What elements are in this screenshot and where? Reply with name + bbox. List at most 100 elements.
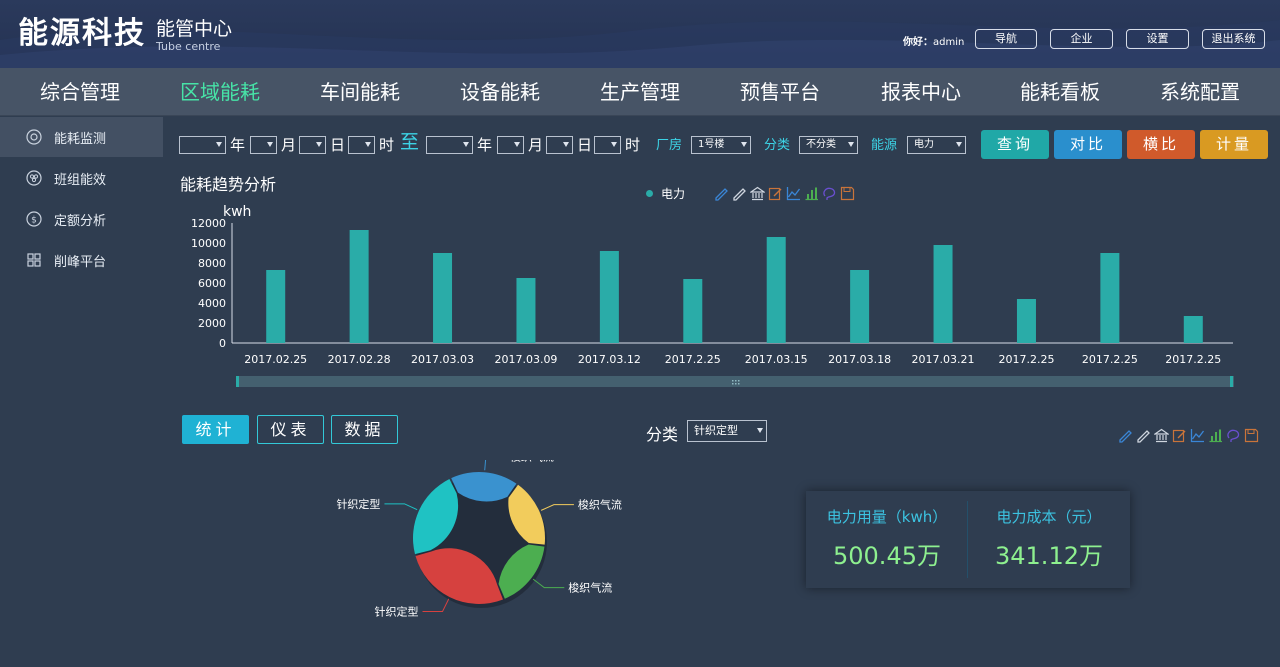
end-day-select[interactable]	[546, 136, 573, 154]
nav-item-dashboard[interactable]: 能耗看板	[1020, 80, 1100, 104]
metering-button[interactable]: 计量	[1200, 130, 1268, 159]
data-zoom-slider[interactable]	[236, 376, 1234, 387]
bar[interactable]	[349, 230, 369, 343]
logout-button[interactable]: 退出系统	[1202, 29, 1265, 49]
y-tick-label: 2000	[198, 317, 226, 330]
nav-item-comprehensive[interactable]: 综合管理	[40, 80, 120, 104]
horizontal-compare-button[interactable]: 横比	[1127, 130, 1195, 159]
donut-slice[interactable]	[508, 484, 545, 545]
energy-donut-chart: 梭织气流梭织气流梭织气流针织定型针织定型	[336, 460, 622, 618]
data-zoom-right-handle[interactable]	[1230, 376, 1233, 387]
x-tick-label: 2017.02.25	[244, 353, 307, 366]
sidebar: 能耗监测 班组能效 $ 定额分析 削峰平台	[0, 117, 163, 667]
sidebar-item-label: 能耗监测	[54, 131, 107, 147]
end-hour-select[interactable]	[594, 136, 621, 154]
chart-legend[interactable]: 电力	[646, 185, 685, 202]
tab-data[interactable]: 数据	[331, 415, 398, 444]
kpi-usage-value: 500.45万	[833, 542, 941, 570]
nav-item-workshop-energy[interactable]: 车间能耗	[320, 80, 400, 104]
legend-marker	[646, 190, 653, 197]
nav-item-system-config[interactable]: 系统配置	[1160, 80, 1240, 104]
nav-item-production[interactable]: 生产管理	[600, 80, 680, 104]
nav-item-reports[interactable]: 报表中心	[881, 80, 961, 104]
save-icon[interactable]	[1244, 428, 1259, 443]
tab-gauge[interactable]: 仪表	[257, 415, 324, 444]
settings-button[interactable]: 设置	[1126, 29, 1189, 49]
lasso-icon[interactable]	[1226, 428, 1241, 443]
energy-select[interactable]: 电力	[907, 136, 966, 154]
y-tick-label: 0	[219, 337, 226, 350]
bank-icon[interactable]	[750, 186, 765, 201]
x-tick-label: 2017.03.15	[745, 353, 808, 366]
x-tick-label: 2017.03.21	[912, 353, 975, 366]
category-filter-select[interactable]: 不分类	[799, 136, 858, 154]
donut-slice[interactable]	[498, 544, 545, 599]
category-filter-label: 分类	[764, 138, 791, 153]
brand-logo: 能源科技 能管中心 Tube centre	[18, 14, 232, 54]
kpi-cost: 电力成本（元） 341.12万	[968, 491, 1130, 588]
bar[interactable]	[599, 251, 619, 343]
cluster-icon	[26, 170, 42, 186]
dollar-icon: $	[26, 211, 42, 227]
donut-toolbox	[1118, 428, 1262, 443]
tab-statistics[interactable]: 统计	[182, 415, 249, 444]
lasso-icon[interactable]	[822, 186, 837, 201]
donut-slice-label: 梭织气流	[510, 460, 554, 463]
bar[interactable]	[683, 279, 703, 343]
pencil-icon[interactable]	[1136, 428, 1151, 443]
company-button[interactable]: 企业	[1050, 29, 1113, 49]
start-year-select[interactable]	[179, 136, 226, 154]
nav-button[interactable]: 导航	[975, 29, 1037, 49]
sidebar-item-team-efficiency[interactable]: 班组能效	[0, 158, 163, 198]
bar[interactable]	[933, 245, 953, 343]
start-day-select[interactable]	[299, 136, 326, 154]
bar[interactable]	[766, 237, 786, 343]
bar[interactable]	[266, 270, 286, 343]
bottom-category-select[interactable]: 针织定型	[687, 420, 767, 442]
edit-icon[interactable]	[768, 186, 783, 201]
y-axis-unit: kwh	[223, 204, 251, 220]
sidebar-item-label: 削峰平台	[54, 254, 107, 270]
line-chart-icon[interactable]	[786, 186, 801, 201]
pencil-icon[interactable]	[1118, 428, 1133, 443]
nav-item-presale[interactable]: 预售平台	[740, 80, 820, 104]
start-month-select[interactable]	[250, 136, 277, 154]
workshop-select[interactable]: 1号楼	[691, 136, 751, 154]
brand-subtitle: 能管中心 Tube centre	[156, 18, 232, 53]
donut-slice-label: 针织定型	[336, 497, 380, 511]
bar-chart-icon[interactable]	[1208, 428, 1223, 443]
bar[interactable]	[433, 253, 453, 343]
sidebar-item-quota-analysis[interactable]: $ 定额分析	[0, 199, 163, 239]
bar-chart-icon[interactable]	[804, 186, 819, 201]
bar[interactable]	[1100, 253, 1120, 343]
energy-trend-bar-chart: kwh 0 2000 4000 6000 8000 10000 12000 2017.02.…	[191, 204, 1234, 387]
user-greeting: 你好：admin	[903, 33, 964, 48]
pencil-icon[interactable]	[732, 186, 747, 201]
start-hour-select[interactable]	[348, 136, 375, 154]
compare-button[interactable]: 对比	[1054, 130, 1122, 159]
donut-slice[interactable]	[413, 479, 459, 555]
sidebar-item-monitoring[interactable]: 能耗监测	[0, 117, 163, 157]
bar[interactable]	[1016, 299, 1036, 343]
edit-icon[interactable]	[1172, 428, 1187, 443]
save-icon[interactable]	[840, 186, 855, 201]
bar[interactable]	[850, 270, 870, 343]
bar[interactable]	[1183, 316, 1203, 343]
nav-item-device-energy[interactable]: 设备能耗	[460, 80, 540, 104]
data-zoom-left-handle[interactable]	[236, 376, 239, 387]
user-name: admin	[933, 37, 965, 48]
bank-icon[interactable]	[1154, 428, 1169, 443]
data-zoom-grip[interactable]	[732, 380, 740, 385]
x-tick-label: 2017.2.25	[1165, 353, 1221, 366]
nav-item-area-energy[interactable]: 区域能耗	[180, 80, 260, 104]
query-button[interactable]: 查询	[981, 130, 1049, 159]
pencil-icon[interactable]	[714, 186, 729, 201]
end-hour-label: 时	[625, 136, 641, 154]
end-month-select[interactable]	[497, 136, 524, 154]
donut-slice[interactable]	[415, 548, 503, 604]
end-year-select[interactable]	[426, 136, 473, 154]
sidebar-item-peak-shaving[interactable]: 削峰平台	[0, 240, 163, 280]
donut-slice[interactable]	[451, 472, 517, 502]
line-chart-icon[interactable]	[1190, 428, 1205, 443]
bar[interactable]	[516, 278, 536, 343]
